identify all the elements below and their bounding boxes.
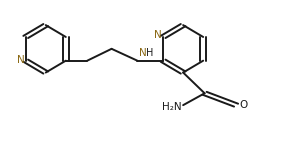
Text: O: O: [240, 100, 248, 110]
Text: H: H: [146, 48, 153, 58]
Text: N: N: [16, 55, 24, 65]
Text: N: N: [154, 30, 162, 40]
Text: N: N: [139, 48, 147, 58]
Text: H₂N: H₂N: [162, 102, 182, 112]
